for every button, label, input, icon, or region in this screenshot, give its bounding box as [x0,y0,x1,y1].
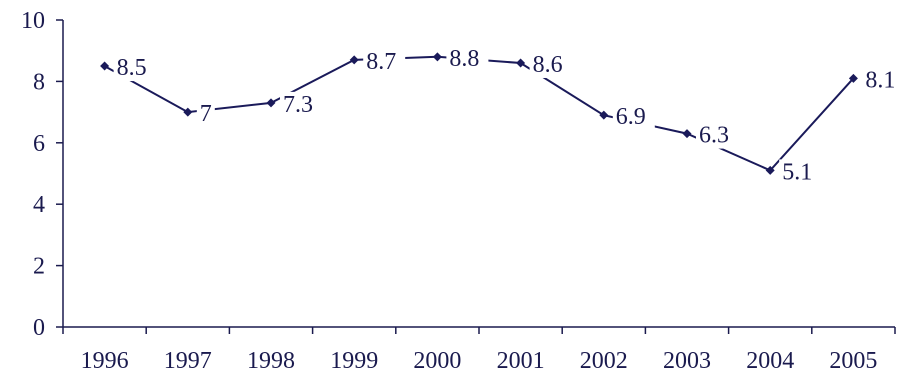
axes: 0 2 4 6 8 10 1996 1997 1998 1999 2000 2001 2002 2003 2… [21,8,896,374]
data-label: 6.3 [699,123,729,149]
data-label: 8.1 [865,67,895,93]
data-point-marker [183,107,193,117]
x-tick-label: 1997 [164,348,212,374]
data-point-marker [765,165,775,175]
data-point-marker [848,73,858,83]
data-label-background [113,55,156,82]
data-label: 6.9 [616,104,646,130]
data-label: 8.6 [533,52,563,78]
data-label: 8.8 [449,46,479,72]
data-label: 8.5 [117,55,147,81]
y-tick-label: 10 [21,8,45,34]
series-line [104,55,855,172]
y-tick-label: 4 [33,192,45,218]
x-tick-label: 2003 [663,348,711,374]
x-tick-label: 2005 [829,348,877,374]
y-tick-label: 2 [33,254,45,280]
data-point-marker [682,129,692,139]
x-tick-label: 2004 [746,348,794,374]
data-point-marker [266,98,276,108]
data-label-background [446,45,489,72]
data-point-marker [100,61,110,71]
data-label-background [862,67,905,94]
data-point-marker [432,52,442,62]
data-label-background [529,51,572,78]
data-label: 8.7 [366,49,396,75]
data-label: 5.1 [782,159,812,185]
x-tick-label: 1998 [247,348,295,374]
data-point-marker [516,58,526,68]
data-label: 7 [200,101,212,127]
series-group: 8.5 7 7.3 8.7 8.8 8.6 6.9 6.3 5.1 8.1 [100,45,905,186]
data-point-marker [349,55,359,65]
x-tick-label: 2000 [413,348,461,374]
data-label-background [363,48,406,75]
x-tick-label: 2001 [497,348,545,374]
data-label-background [612,104,655,131]
data-label-background [696,122,738,149]
data-point-marker [599,110,609,120]
data-label-background [779,159,822,186]
x-tick-label: 1999 [330,348,378,374]
x-tick-label: 2002 [580,348,628,374]
data-label-background [196,101,215,128]
y-tick-label: 0 [33,315,45,341]
data-label: 7.3 [283,92,313,118]
y-tick-label: 8 [33,69,45,95]
data-label-background [280,91,322,118]
x-tick-label: 1996 [81,348,129,374]
y-tick-label: 6 [33,131,45,157]
